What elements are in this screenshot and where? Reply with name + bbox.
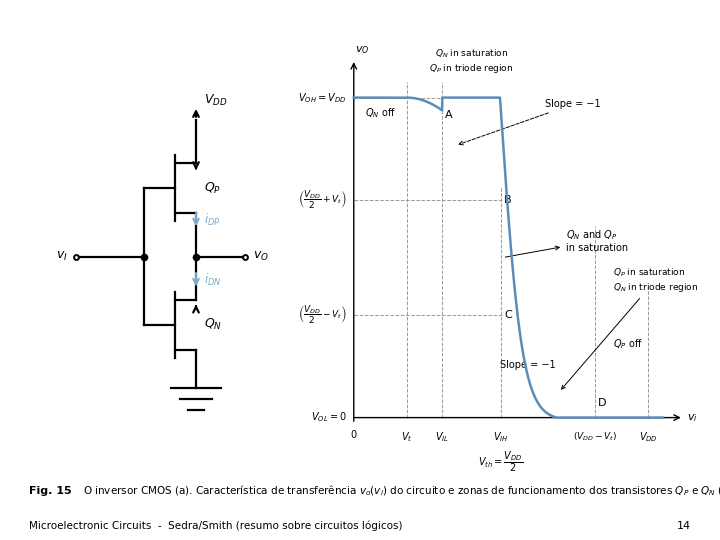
- Text: Fig. 15: Fig. 15: [29, 486, 71, 496]
- Text: $V_{OL} = 0$: $V_{OL} = 0$: [311, 411, 346, 424]
- Text: $v_i$: $v_i$: [687, 411, 697, 423]
- Text: D: D: [598, 398, 607, 408]
- Text: $v_I$: $v_I$: [55, 250, 68, 263]
- Text: $i_{DN}$: $i_{DN}$: [204, 272, 222, 288]
- Text: Microelectronic Circuits  -  Sedra/Smith (resumo sobre circuitos lógicos): Microelectronic Circuits - Sedra/Smith (…: [29, 521, 402, 531]
- Text: B: B: [504, 195, 512, 205]
- Text: $V_{IL}$: $V_{IL}$: [435, 430, 449, 444]
- Text: A: A: [445, 110, 453, 120]
- Text: $Q_N$ off: $Q_N$ off: [365, 106, 396, 120]
- Text: $Q_N$: $Q_N$: [204, 318, 222, 333]
- Text: $V_{DD}$: $V_{DD}$: [639, 430, 658, 444]
- Text: $(V_{DD}-V_t)$: $(V_{DD}-V_t)$: [573, 430, 618, 443]
- Text: Slope = −1: Slope = −1: [500, 360, 556, 370]
- Text: $V_{OH} = V_{DD}$: $V_{OH} = V_{DD}$: [298, 91, 346, 105]
- Text: $v_O$: $v_O$: [253, 250, 269, 263]
- Text: Slope = −1: Slope = −1: [459, 99, 601, 145]
- Text: C: C: [504, 310, 512, 320]
- Text: $Q_N$ and $Q_P$
in saturation: $Q_N$ and $Q_P$ in saturation: [505, 228, 628, 257]
- Text: 14: 14: [677, 521, 691, 531]
- Text: $V_{IH}$: $V_{IH}$: [493, 430, 509, 444]
- Text: $v_O$: $v_O$: [355, 44, 369, 56]
- Text: $i_{DP}$: $i_{DP}$: [204, 212, 221, 228]
- Text: $Q_P$ off: $Q_P$ off: [613, 337, 643, 351]
- Text: $Q_P$: $Q_P$: [204, 180, 221, 195]
- Text: $\left(\dfrac{V_{DD}}{2} + V_t\right)$: $\left(\dfrac{V_{DD}}{2} + V_t\right)$: [297, 189, 346, 211]
- Text: 0: 0: [351, 430, 357, 441]
- Text: O inversor CMOS (a). Característica de transferência $v_o(v_i)$ do circuito e zo: O inversor CMOS (a). Característica de t…: [83, 483, 720, 498]
- Text: $V_t$: $V_t$: [401, 430, 413, 444]
- Text: $Q_P$ in saturation
$Q_N$ in triode region: $Q_P$ in saturation $Q_N$ in triode regi…: [562, 266, 698, 389]
- Text: $Q_N$ in saturation
$Q_P$ in triode region: $Q_N$ in saturation $Q_P$ in triode regi…: [429, 48, 514, 75]
- Text: $V_{DD}$: $V_{DD}$: [204, 93, 228, 108]
- Text: $V_{th} = \dfrac{V_{DD}}{2}$: $V_{th} = \dfrac{V_{DD}}{2}$: [478, 450, 523, 475]
- Text: $\left(\dfrac{V_{DD}}{2} - V_t\right)$: $\left(\dfrac{V_{DD}}{2} - V_t\right)$: [297, 304, 346, 326]
